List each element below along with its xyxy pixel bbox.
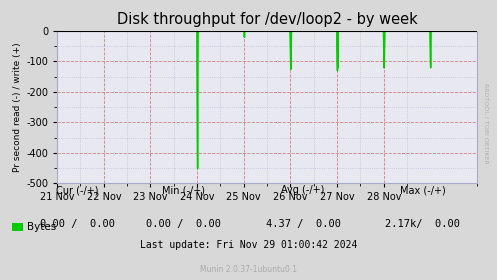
- Title: Disk throughput for /dev/loop2 - by week: Disk throughput for /dev/loop2 - by week: [117, 12, 417, 27]
- Text: Bytes: Bytes: [27, 222, 57, 232]
- Text: 2.17k/  0.00: 2.17k/ 0.00: [385, 219, 460, 229]
- Text: Avg (-/+): Avg (-/+): [281, 185, 325, 195]
- Text: Last update: Fri Nov 29 01:00:42 2024: Last update: Fri Nov 29 01:00:42 2024: [140, 240, 357, 250]
- Text: 4.37 /  0.00: 4.37 / 0.00: [266, 219, 340, 229]
- Text: 0.00 /  0.00: 0.00 / 0.00: [147, 219, 221, 229]
- Text: 0.00 /  0.00: 0.00 / 0.00: [40, 219, 114, 229]
- Text: Cur (-/+): Cur (-/+): [56, 185, 98, 195]
- Text: Min (-/+): Min (-/+): [163, 185, 205, 195]
- Text: Max (-/+): Max (-/+): [400, 185, 445, 195]
- Text: RRDTOOL / TOBI OETIKER: RRDTOOL / TOBI OETIKER: [484, 83, 489, 164]
- Text: Munin 2.0.37-1ubuntu0.1: Munin 2.0.37-1ubuntu0.1: [200, 265, 297, 274]
- Y-axis label: Pr second read (-) / write (+): Pr second read (-) / write (+): [13, 42, 22, 172]
